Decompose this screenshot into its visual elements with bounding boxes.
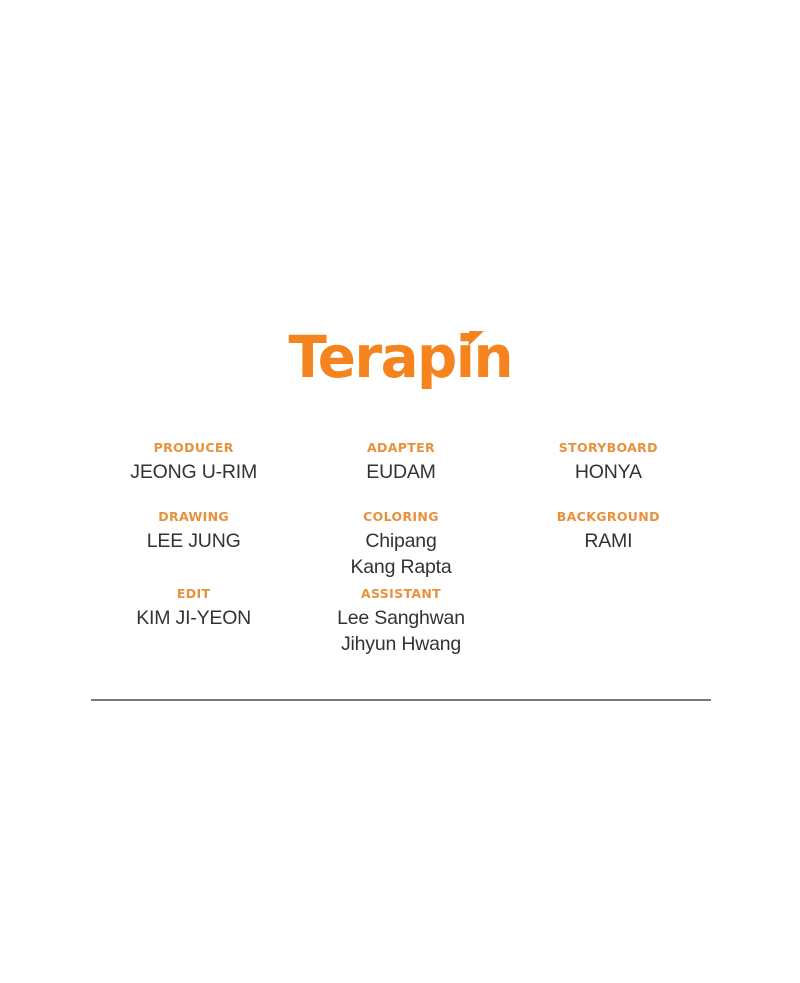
credit-names: HONYA xyxy=(505,459,712,485)
credit-names: LEE JUNG xyxy=(90,528,297,554)
credit-names: KIM JI-YEON xyxy=(90,605,297,631)
credit-names: RAMI xyxy=(505,528,712,554)
credit-cell-drawing: DRAWING LEE JUNG xyxy=(90,509,297,580)
credit-name: RAMI xyxy=(584,530,633,552)
credit-cell-adapter: ADAPTER EUDAM xyxy=(297,440,504,485)
credit-cell-background: BACKGROUND RAMI xyxy=(505,509,712,580)
credit-names: Chipang Kang Rapta xyxy=(297,528,504,580)
credit-label: PRODUCER xyxy=(153,440,234,455)
credit-name: Chipang xyxy=(365,530,437,552)
credit-label: EDIT xyxy=(176,586,211,601)
credit-label: STORYBOARD xyxy=(558,440,658,455)
logo-text: Terapin xyxy=(288,323,513,391)
credit-names: EUDAM xyxy=(297,459,504,485)
credit-cell-storyboard: STORYBOARD HONYA xyxy=(505,440,712,485)
credit-name: Lee Sanghwan xyxy=(337,607,465,629)
credit-name: Kang Rapta xyxy=(350,556,452,578)
credit-label: ASSISTANT xyxy=(360,586,442,601)
credits-grid: PRODUCER JEONG U-RIM ADAPTER EUDAM STORY… xyxy=(90,440,712,657)
credits-row: EDIT KIM JI-YEON ASSISTANT Lee Sanghwan … xyxy=(90,586,712,657)
credit-label: ADAPTER xyxy=(366,440,435,455)
credit-cell-edit: EDIT KIM JI-YEON xyxy=(90,586,297,657)
credit-name: Jihyun Hwang xyxy=(340,633,462,655)
credit-name: LEE JUNG xyxy=(146,530,241,552)
credit-label: COLORING xyxy=(363,509,439,524)
footer-divider xyxy=(91,699,711,701)
credit-label: DRAWING xyxy=(158,509,230,524)
credit-name: KIM JI-YEON xyxy=(136,607,252,629)
credit-cell-producer: PRODUCER JEONG U-RIM xyxy=(90,440,297,485)
logo-container: Terapin xyxy=(0,326,800,396)
credit-label: BACKGROUND xyxy=(556,509,660,524)
credit-name: EUDAM xyxy=(366,461,436,483)
credits-row: PRODUCER JEONG U-RIM ADAPTER EUDAM STORY… xyxy=(90,440,712,485)
credit-names: Lee Sanghwan Jihyun Hwang xyxy=(297,605,504,657)
credit-cell-coloring: COLORING Chipang Kang Rapta xyxy=(297,509,504,580)
terapin-logo: Terapin xyxy=(288,323,513,391)
credit-name: HONYA xyxy=(574,461,642,483)
triangle-accent-icon xyxy=(468,331,485,346)
credit-name: JEONG U-RIM xyxy=(130,461,258,483)
credit-names: JEONG U-RIM xyxy=(90,459,297,485)
credit-cell-assistant: ASSISTANT Lee Sanghwan Jihyun Hwang xyxy=(297,586,504,657)
credits-row: DRAWING LEE JUNG COLORING Chipang Kang R… xyxy=(90,509,712,580)
